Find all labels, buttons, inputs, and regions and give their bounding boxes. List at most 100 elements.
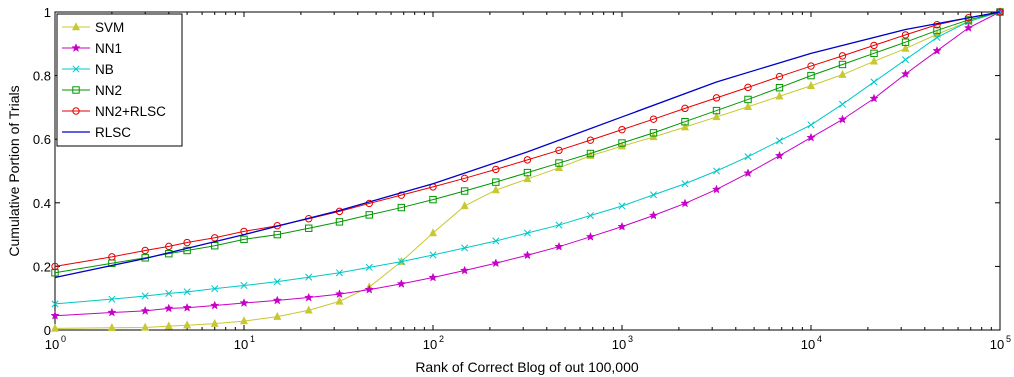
data-point-svm: [743, 101, 753, 110]
data-point-nn2-rlsc: [618, 125, 626, 134]
legend-marker-svm: [71, 22, 81, 31]
series-nb: [51, 8, 1004, 308]
axis-ticks: 10 0 10 1 10 2 10 3 10 4 10 500.20.40.60.81: [33, 5, 1011, 352]
data-point-nb: [165, 289, 173, 297]
data-point-nn2-rlsc: [141, 246, 149, 255]
data-point-nn1: [182, 302, 192, 312]
data-point-nb: [838, 100, 847, 108]
data-point-nn2-rlsc: [681, 104, 689, 113]
data-point-nn2: [240, 235, 248, 244]
data-point-nn1: [50, 310, 60, 320]
series-line-nn2-rlsc: [54, 11, 1001, 267]
data-point-nn2: [681, 118, 689, 126]
data-point-nn2-rlsc: [555, 146, 563, 155]
series-rlsc: [54, 11, 1001, 279]
data-point-svm: [554, 163, 563, 172]
data-point-svm: [273, 311, 282, 320]
data-point-svm: [304, 305, 313, 314]
series-line-nn2: [54, 11, 1001, 274]
data-point-nn2-rlsc: [744, 83, 752, 92]
data-point-svm: [491, 185, 500, 194]
legend-marker-nn2: [72, 86, 80, 94]
data-point-nb: [901, 56, 910, 64]
data-point-nn2: [775, 83, 784, 92]
data-point-nn1: [585, 231, 596, 241]
x-tick-exponent: 2: [439, 334, 444, 344]
y-tick-label: 0.8: [33, 69, 51, 84]
x-axis-label: Rank of Correct Blog of out 100,000: [415, 359, 639, 375]
data-point-nn2-rlsc: [492, 165, 500, 174]
legend-box: [56, 13, 183, 147]
plot-area: [54, 11, 1001, 331]
data-point-svm: [460, 201, 469, 210]
legend-label-nb: NB: [95, 62, 114, 77]
data-point-nb: [461, 244, 469, 252]
data-point-nn2: [305, 224, 313, 232]
data-point-svm: [869, 56, 879, 65]
data-point-nn1: [711, 184, 722, 194]
series-svm: [50, 7, 1005, 332]
data-point-nb: [649, 191, 658, 199]
legend-marker-nn2-rlsc: [72, 107, 80, 115]
data-point-nb: [211, 285, 219, 293]
data-point-nn2: [870, 49, 878, 58]
y-axis-label: Cumulative Portion of Trials: [6, 85, 22, 256]
data-point-nn2: [397, 203, 406, 212]
data-point-nn2-rlsc: [165, 242, 173, 251]
data-point-nn2-rlsc: [51, 262, 59, 271]
data-point-nb: [618, 202, 626, 210]
x-tick-exponent: 0: [61, 334, 66, 344]
data-point-nn1: [164, 303, 174, 313]
y-tick-label: 0.4: [33, 196, 51, 211]
data-point-nn2: [273, 230, 281, 239]
x-tick-exponent: 3: [628, 334, 633, 344]
legend-label-nn1: NN1: [95, 41, 122, 56]
data-point-nb: [51, 300, 59, 308]
data-point-svm: [838, 69, 847, 78]
data-point-nn2: [933, 26, 941, 35]
data-point-nn1: [522, 250, 533, 260]
y-tick-label: 1: [44, 5, 51, 20]
data-point-nn1: [304, 292, 314, 302]
data-point-nn1: [648, 210, 659, 220]
data-point-nb: [240, 281, 248, 290]
data-point-nn1: [428, 272, 438, 282]
data-point-nn1: [459, 265, 470, 275]
data-point-nn1: [491, 258, 501, 268]
data-point-svm: [107, 322, 116, 331]
data-point-nb: [141, 292, 149, 300]
data-point-nb: [429, 251, 437, 259]
data-point-nb: [775, 137, 784, 145]
data-point-nb: [523, 229, 531, 237]
y-tick-label: 0.2: [33, 259, 51, 274]
data-point-nn2: [555, 159, 563, 167]
series-line-rlsc: [54, 11, 1001, 279]
data-point-nn2: [365, 211, 373, 219]
data-point-nn2-rlsc: [108, 253, 116, 261]
data-point-nb: [492, 237, 500, 245]
data-point-svm: [428, 228, 438, 237]
data-point-svm: [775, 91, 784, 100]
series-group: [50, 7, 1005, 332]
data-point-nn2-rlsc: [460, 174, 469, 183]
data-point-nn1: [743, 168, 753, 178]
data-point-nn2-rlsc: [649, 115, 658, 123]
data-point-svm: [210, 318, 219, 327]
data-point-nn2: [964, 16, 973, 24]
series-nn2: [51, 8, 1004, 277]
legend-label-rlsc: RLSC: [95, 125, 131, 140]
data-point-nn1: [272, 295, 282, 305]
data-point-nn2: [901, 38, 910, 46]
data-point-nn2: [586, 149, 595, 158]
data-point-nn2: [429, 195, 437, 204]
data-point-nn1: [364, 284, 374, 294]
data-point-nb: [586, 211, 595, 220]
data-point-nn2: [492, 178, 500, 186]
data-point-svm: [712, 112, 721, 121]
data-point-svm: [901, 43, 910, 52]
x-tick-label: 10: [801, 337, 815, 352]
x-tick-label: 10: [423, 337, 437, 352]
data-point-nn1: [963, 23, 974, 32]
x-tick-label: 10: [990, 337, 1004, 352]
